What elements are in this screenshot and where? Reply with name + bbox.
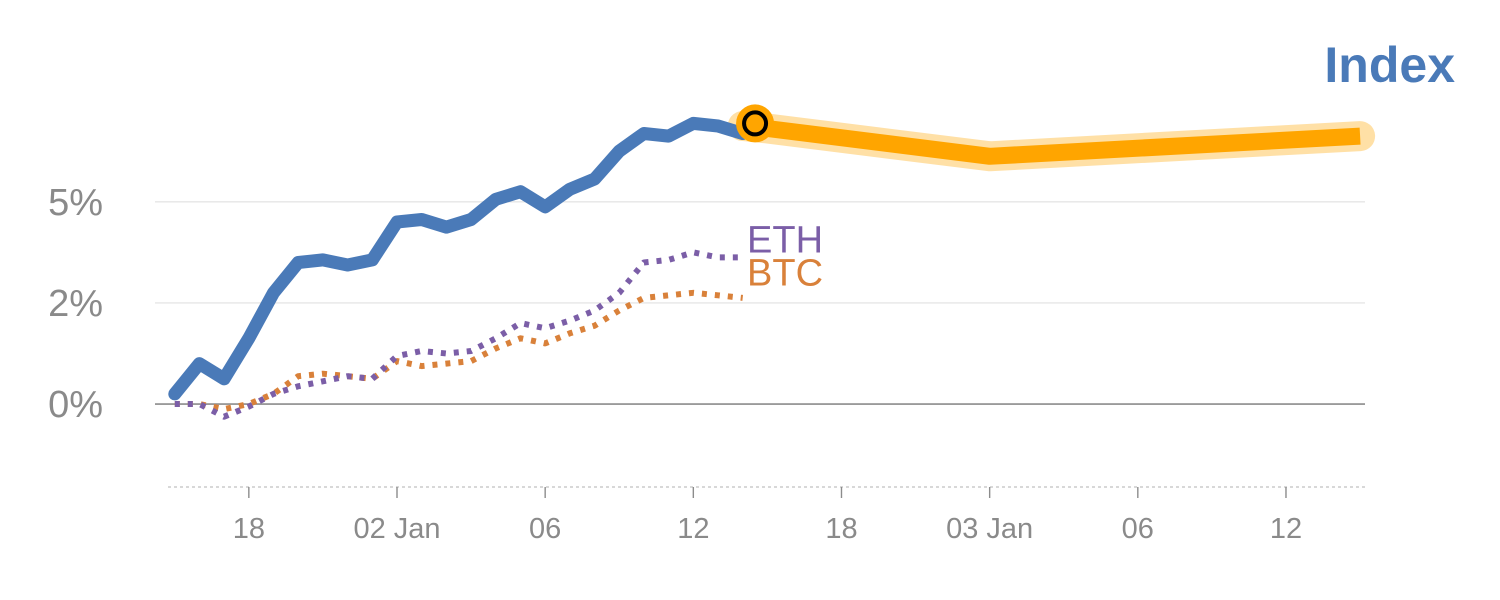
x-tick-label: 03 Jan (946, 513, 1033, 545)
series-lines (168, 104, 1376, 420)
x-tick-label: 06 (529, 513, 561, 545)
highlight-point (742, 110, 769, 137)
grid-lines (155, 201, 1365, 405)
x-tick-label: 12 (677, 513, 709, 545)
y-tick-label: 0% (48, 384, 103, 426)
series-label-eth: ETH (747, 220, 823, 262)
y-tick-label: 5% (48, 182, 103, 224)
chart-title: Index (1324, 37, 1455, 93)
x-tick-label: 18 (825, 513, 857, 545)
index-line (168, 116, 750, 401)
x-tick-label: 02 Jan (353, 513, 440, 545)
y-tick-label: 2% (48, 283, 103, 325)
btc-line (174, 289, 744, 413)
x-tick-label: 18 (233, 513, 265, 545)
eth-line (174, 249, 743, 420)
x-tick-label: 06 (1122, 513, 1154, 545)
axes: 0% 2% 5% 18 02 Jan 06 12 18 03 Jan 06 12 (48, 182, 1365, 545)
series-label-btc: BTC (747, 253, 823, 295)
x-tick-label: 12 (1270, 513, 1302, 545)
